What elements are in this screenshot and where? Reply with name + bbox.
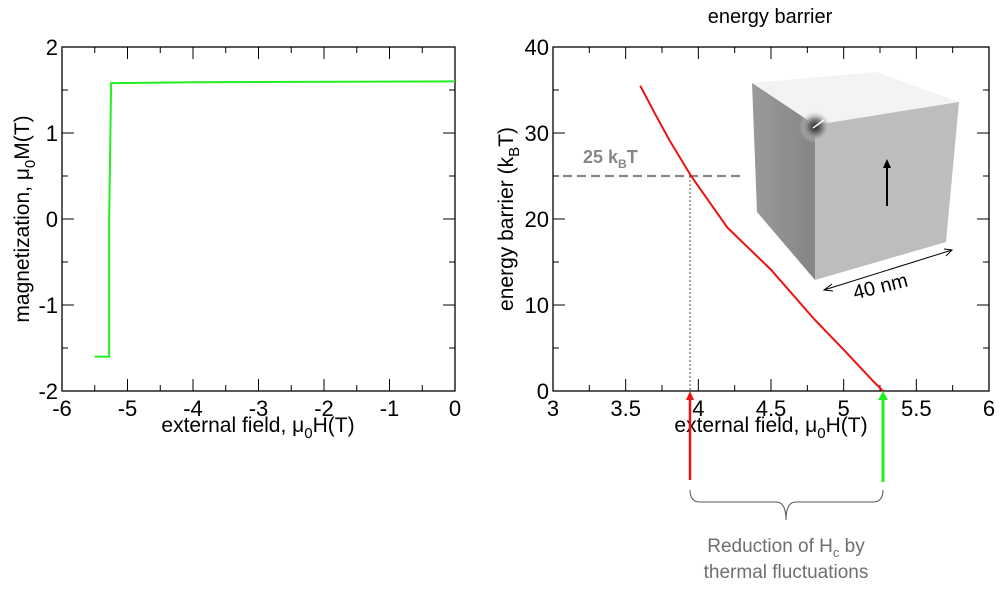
- y-tick-label: 0: [46, 207, 58, 232]
- x-tick-label: 3: [547, 396, 559, 421]
- scale-double-arrow: [823, 249, 953, 291]
- static-coercivity-arrow-head: [878, 391, 888, 400]
- x-tick-label: -4: [183, 396, 203, 421]
- y-tick-label: -1: [38, 293, 58, 318]
- scale-arrow-head-right: [943, 248, 954, 257]
- x-tick-label: 4.5: [756, 396, 787, 421]
- x-tick-label: 5: [838, 396, 850, 421]
- x-tick-label: 6: [983, 396, 995, 421]
- nucleation-arrow-icon: [812, 119, 825, 129]
- x-tick-label: -5: [118, 396, 138, 421]
- y-tick-label: 20: [525, 207, 549, 232]
- x-tick-label: -6: [52, 396, 72, 421]
- x-tick-label: 4: [692, 396, 704, 421]
- cube-inset: 40 nm: [752, 72, 959, 304]
- y-tick-label: 1: [46, 121, 58, 146]
- brace-caption-line2: thermal fluctuations: [704, 562, 869, 583]
- scale-label: 40 nm: [851, 270, 910, 305]
- right-ticks: 3 3.5 4 4.5 5 5.5 6 0 10 20 30 40: [525, 35, 996, 421]
- y-tick-label: 0: [537, 379, 549, 404]
- x-tick-label: -1: [380, 396, 400, 421]
- cube-top-face: [752, 72, 959, 125]
- magnetization-chart: -6 -5 -4 -3 -2 -1 0 -2 -1 0 1 2 external field, μ0H…: [11, 35, 461, 442]
- x-tick-label: 5.5: [901, 396, 932, 421]
- right-series: [639, 85, 884, 392]
- magnetization-arrow-head: [883, 159, 891, 168]
- left-plot-frame: [61, 46, 456, 392]
- left-series: [94, 80, 456, 358]
- brace: [689, 489, 884, 521]
- left-x-axis-label: external field, μ0H(T): [161, 414, 354, 442]
- right-x-axis-label: external field, μ0H(T): [674, 414, 867, 442]
- brace-caption-line1: Reduction of Hc by: [707, 536, 865, 560]
- series-line: [94, 80, 456, 358]
- threshold-label: 25 kBT: [583, 147, 638, 171]
- y-tick-label: 2: [46, 35, 58, 60]
- x-tick-label: -2: [314, 396, 334, 421]
- cube-left-face: [752, 83, 815, 280]
- energy-barrier-chart: energy barrier 40 nm 3 3.5 4 4.5 5 5.5 6010203…: [495, 6, 995, 583]
- left-y-axis-label: magnetization, μ0M(T): [11, 115, 39, 322]
- thermal-coercivity-arrow-head: [686, 391, 694, 400]
- right-y-axis-label: energy barrier (kBT): [495, 127, 523, 311]
- y-tick-label: -2: [38, 379, 58, 404]
- x-tick-label: 0: [449, 396, 461, 421]
- y-tick-label: 30: [525, 121, 549, 146]
- x-tick-label: 3.5: [610, 396, 641, 421]
- scale-arrow-head-left: [822, 283, 834, 292]
- left-ticks: -6 -5 -4 -3 -2 -1 0 -2 -1 0 1 2: [38, 35, 461, 421]
- x-tick-label: -3: [249, 396, 269, 421]
- right-chart-title: energy barrier: [708, 6, 833, 28]
- y-tick-label: 40: [525, 35, 549, 60]
- y-tick-label: 10: [525, 293, 549, 318]
- series-line: [639, 85, 884, 392]
